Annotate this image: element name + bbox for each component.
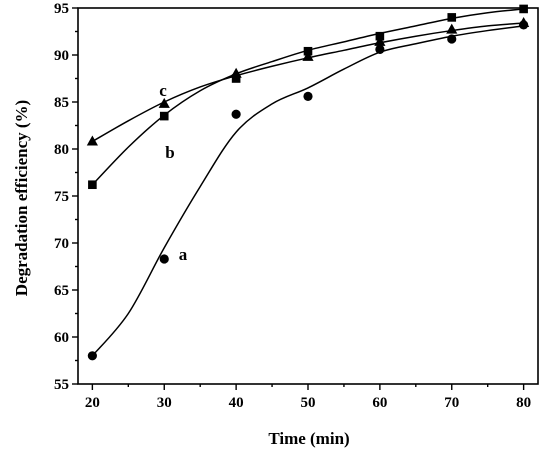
marker-a [231, 109, 241, 119]
marker-a [375, 44, 385, 54]
x-tick-label: 70 [444, 395, 459, 411]
x-tick-label: 40 [229, 395, 244, 411]
marker-b [519, 4, 528, 14]
marker-b [231, 74, 241, 83]
curve-a [91, 25, 524, 357]
x-tick-label: 30 [157, 395, 172, 411]
marker-a [87, 351, 97, 361]
fit-curves [91, 8, 524, 357]
marker-a [159, 254, 169, 264]
marker-c [86, 135, 98, 146]
marker-b [88, 180, 97, 190]
x-tick-label: 50 [301, 395, 316, 411]
x-tick-label: 20 [85, 395, 100, 411]
x-axis-title: Time (min) [268, 429, 349, 448]
plot-frame [77, 7, 539, 385]
y-tick-label: 65 [54, 283, 69, 299]
marker-a [447, 34, 457, 44]
y-axis-title: Degradation efficiency (%) [12, 100, 31, 296]
x-tick-label: 60 [372, 395, 387, 411]
y-tick-label: 95 [54, 1, 69, 17]
curve-c [92, 22, 524, 143]
data-markers: a b c [86, 4, 530, 361]
y-tick-label: 75 [54, 189, 69, 205]
y-tick-label: 70 [54, 236, 69, 252]
x-tick-label: 80 [516, 395, 531, 411]
y-tick-label: 60 [54, 330, 69, 346]
marker-c [518, 17, 530, 28]
marker-b [447, 13, 457, 22]
marker-c [230, 67, 242, 78]
marker-c [374, 35, 386, 46]
axes: 20 30 40 50 60 70 80 55 60 65 70 75 80 85 90 95 [54, 1, 539, 411]
y-tick-label: 55 [54, 377, 69, 393]
marker-a [303, 91, 313, 101]
y-tick-label: 90 [54, 48, 69, 64]
series-label-a: a [179, 245, 188, 264]
series-label-b: b [165, 143, 174, 162]
series-label-c: c [159, 81, 167, 100]
marker-c [302, 50, 314, 61]
y-tick-label: 80 [54, 142, 69, 158]
marker-c [158, 97, 170, 108]
marker-b [159, 111, 169, 121]
y-tick-label: 85 [54, 95, 69, 111]
marker-c [446, 23, 458, 34]
